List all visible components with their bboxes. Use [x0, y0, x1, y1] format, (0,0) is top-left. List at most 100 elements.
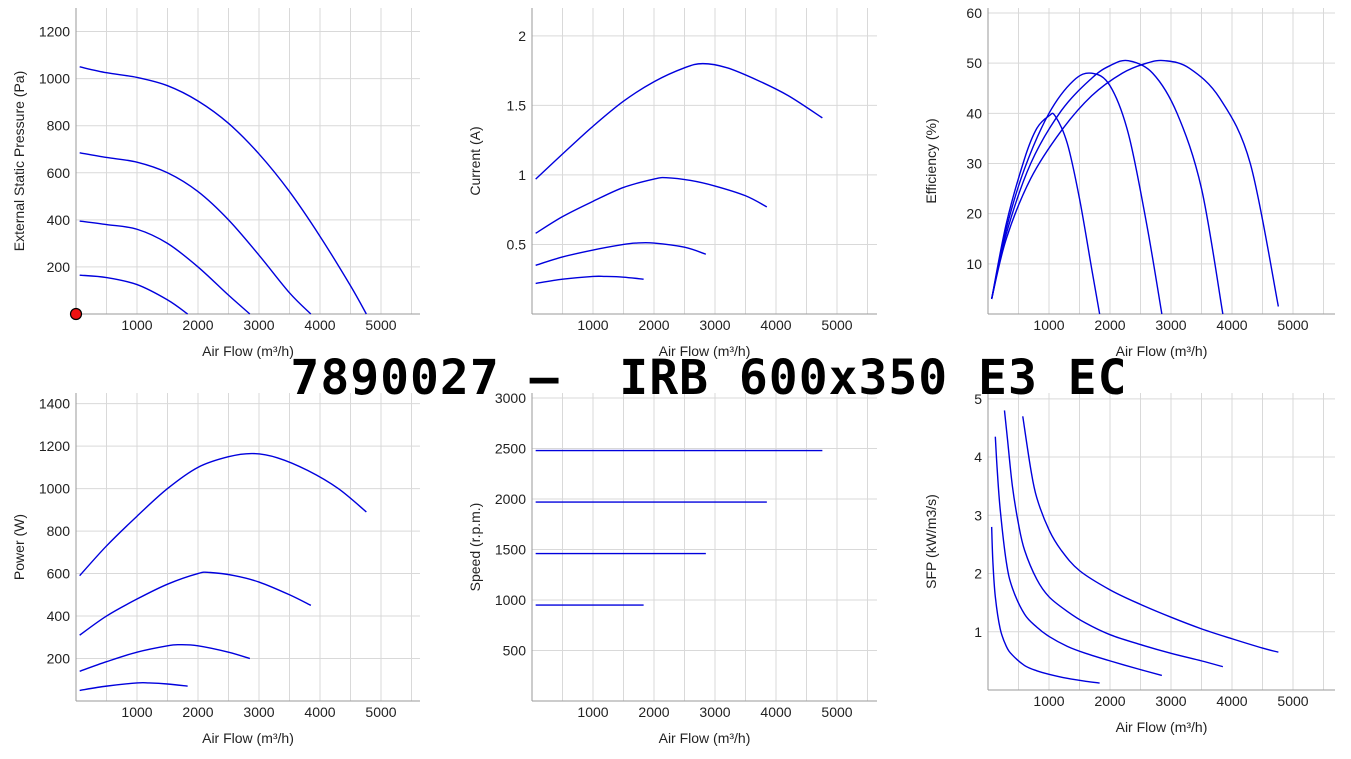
series-line-power-1: [79, 452, 367, 577]
y-tick-label: 1: [518, 167, 526, 183]
x-axis-label: Air Flow (m³/h): [1116, 343, 1208, 359]
y-tick-label: 1: [974, 624, 982, 640]
x-tick-label: 3000: [1155, 317, 1186, 333]
series-line-efficiency-3: [990, 59, 1224, 315]
y-tick-label: 600: [47, 165, 71, 181]
series-line-pressure-2: [79, 152, 312, 315]
x-tick-label: 5000: [821, 317, 852, 333]
y-tick-label: 1000: [39, 71, 70, 87]
y-tick-label: 2500: [495, 441, 526, 457]
x-tick-label: 5000: [1277, 317, 1308, 333]
x-tick-label: 4000: [760, 317, 791, 333]
series-line-sfp-2: [994, 436, 1163, 677]
y-axis-label: Current (A): [467, 126, 483, 195]
x-tick-label: 3000: [699, 317, 730, 333]
x-tick-label: 2000: [638, 317, 669, 333]
series-line-efficiency-4: [990, 59, 1280, 307]
y-tick-label: 2000: [495, 491, 526, 507]
y-tick-label: 3000: [495, 390, 526, 406]
y-tick-label: 60: [966, 5, 982, 21]
x-tick-label: 2000: [1094, 317, 1125, 333]
y-tick-label: 50: [966, 55, 982, 71]
series-line-power-4: [79, 681, 188, 692]
x-tick-label: 4000: [304, 704, 335, 720]
series-line-sfp-4: [1022, 416, 1279, 653]
series-line-current-1: [535, 62, 823, 180]
x-tick-label: 5000: [365, 704, 396, 720]
y-tick-label: 2: [518, 28, 526, 44]
series-line-pressure-1: [79, 66, 367, 315]
x-tick-label: 1000: [1033, 693, 1064, 709]
series-line-efficiency-2: [990, 72, 1163, 315]
x-tick-label: 2000: [1094, 693, 1125, 709]
x-axis-label: Air Flow (m³/h): [202, 730, 294, 746]
y-axis-label: SFP (kW/m3/s): [923, 494, 939, 589]
chart-sfp: 1000 2000 3000 4000 5000 1 2 3 4 5 Air Flow (m³/h)…: [923, 391, 1335, 735]
y-tick-label: 1000: [39, 481, 70, 497]
series-line-efficiency-1: [990, 112, 1101, 315]
y-tick-label: 800: [47, 118, 71, 134]
x-tick-label: 5000: [1277, 693, 1308, 709]
x-tick-label: 5000: [365, 317, 396, 333]
y-axis-label: Power (W): [11, 514, 27, 580]
x-tick-label: 3000: [243, 704, 274, 720]
x-axis-label: Air Flow (m³/h): [202, 343, 294, 359]
x-tick-label: 3000: [243, 317, 274, 333]
y-tick-label: 2: [974, 566, 982, 582]
series-line-current-3: [535, 241, 707, 266]
series-line-pressure-4: [79, 274, 189, 315]
y-tick-label: 40: [966, 105, 982, 121]
y-tick-label: 3: [974, 507, 982, 523]
y-tick-label: 1000: [495, 592, 526, 608]
y-axis-label: Efficiency (%): [923, 118, 939, 203]
series-line-sfp-3: [1003, 410, 1224, 668]
x-tick-label: 2000: [182, 317, 213, 333]
series-line-current-2: [535, 176, 768, 234]
x-tick-label: 2000: [182, 704, 213, 720]
series-line-sfp-1: [990, 526, 1100, 684]
y-tick-label: 1400: [39, 396, 70, 412]
y-tick-label: 1200: [39, 24, 70, 40]
series-line-current-4: [535, 275, 644, 285]
x-tick-label: 1000: [577, 317, 608, 333]
y-tick-label: 400: [47, 212, 71, 228]
x-tick-label: 1000: [121, 317, 152, 333]
x-tick-label: 3000: [699, 704, 730, 720]
y-axis-label: Speed (r.p.m.): [467, 503, 483, 592]
x-tick-label: 4000: [304, 317, 335, 333]
chart-efficiency: 1000 2000 3000 4000 5000 10 20 30 40 50 60 Air Flow…: [923, 5, 1335, 359]
chart-power: 1000 2000 3000 4000 5000 200 400 600 800 1000 1200…: [11, 393, 420, 746]
y-tick-label: 500: [503, 643, 527, 659]
operating-point-marker[interactable]: [69, 307, 83, 321]
y-tick-label: 400: [47, 608, 71, 624]
x-tick-label: 4000: [1216, 693, 1247, 709]
y-tick-label: 20: [966, 206, 982, 222]
x-tick-label: 1000: [1033, 317, 1064, 333]
y-tick-label: 10: [966, 256, 982, 272]
x-axis-label: Air Flow (m³/h): [1116, 719, 1208, 735]
y-tick-label: 1200: [39, 438, 70, 454]
x-tick-label: 1000: [577, 704, 608, 720]
y-tick-label: 200: [47, 651, 71, 667]
chart-speed: 1000 2000 3000 4000 5000 500 1000 1500 2000 2500 3…: [467, 390, 877, 746]
x-tick-label: 3000: [1155, 693, 1186, 709]
y-tick-label: 1.5: [507, 97, 527, 113]
page-title: 7890027 – IRB 600x350 E3 EC: [290, 350, 1128, 406]
series-line-power-2: [79, 571, 312, 636]
x-tick-label: 1000: [121, 704, 152, 720]
y-tick-label: 5: [974, 391, 982, 407]
x-axis-label: Air Flow (m³/h): [659, 343, 751, 359]
y-tick-label: 1500: [495, 542, 526, 558]
y-tick-label: 4: [974, 449, 982, 465]
x-tick-label: 4000: [1216, 317, 1247, 333]
y-tick-label: 0.5: [507, 236, 527, 252]
series-line-pressure-3: [79, 220, 251, 315]
y-tick-label: 200: [47, 259, 71, 275]
chart-pressure: 1000 2000 3000 4000 5000 200 400 600 800 1000 1200…: [11, 8, 420, 359]
y-axis-label: External Static Pressure (Pa): [11, 71, 27, 252]
y-tick-label: 30: [966, 156, 982, 172]
x-tick-label: 4000: [760, 704, 791, 720]
x-axis-label: Air Flow (m³/h): [659, 730, 751, 746]
y-tick-label: 600: [47, 566, 71, 582]
